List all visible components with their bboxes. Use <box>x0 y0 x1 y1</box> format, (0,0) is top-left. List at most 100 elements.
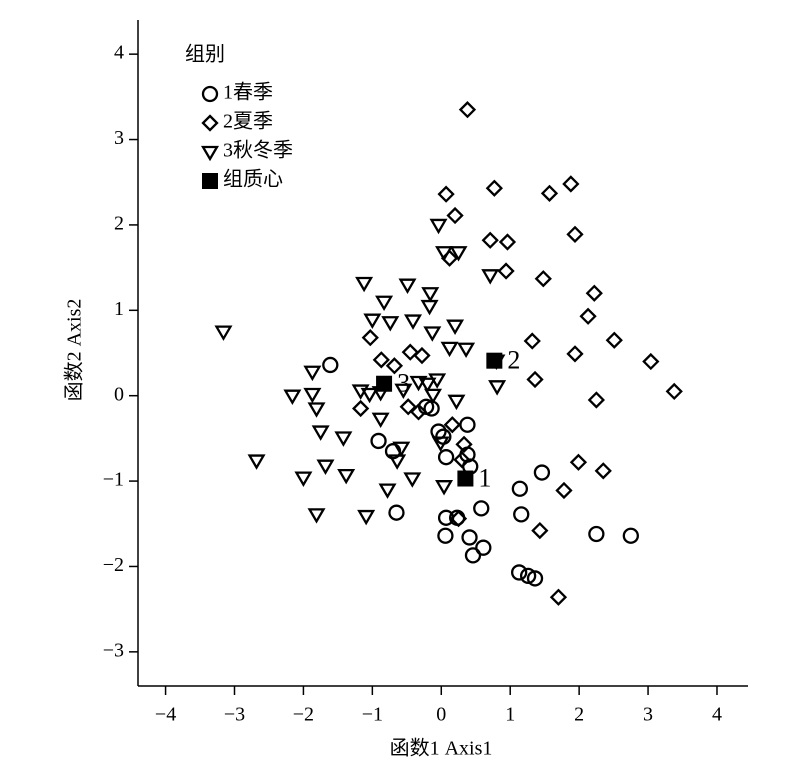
point <box>435 246 454 262</box>
x-axis-label: 函数1 Axis1 <box>390 737 493 760</box>
point <box>357 509 376 526</box>
centroid <box>457 470 474 487</box>
point <box>585 284 603 302</box>
point <box>449 246 468 262</box>
point <box>247 454 266 470</box>
point <box>388 504 405 521</box>
point <box>283 389 302 405</box>
x-tick-label: 0 <box>436 704 446 726</box>
y-tick-label: 2 <box>114 213 124 235</box>
point <box>334 431 353 447</box>
centroid <box>376 375 393 392</box>
point <box>513 506 530 523</box>
point <box>562 175 580 193</box>
point <box>370 432 387 450</box>
legend-label: 3秋冬季 <box>223 139 293 162</box>
point <box>473 500 490 517</box>
y-tick-label: 1 <box>114 298 124 320</box>
centroid-label: 2 <box>507 346 520 375</box>
point <box>464 547 482 564</box>
point <box>355 276 374 293</box>
point <box>605 331 623 349</box>
point <box>303 365 322 382</box>
x-tick-label: 1 <box>505 704 515 726</box>
point <box>526 370 544 389</box>
point <box>413 346 431 365</box>
point <box>475 539 492 556</box>
point <box>214 325 233 341</box>
legend-label: 1春季 <box>223 81 273 104</box>
point <box>443 416 461 434</box>
point <box>488 380 507 396</box>
point <box>526 570 544 587</box>
point <box>420 299 439 316</box>
point <box>429 218 448 235</box>
point <box>459 416 476 433</box>
point <box>587 391 605 409</box>
point <box>421 287 440 303</box>
point <box>431 436 450 452</box>
point <box>361 329 379 347</box>
point <box>511 480 529 497</box>
point <box>322 356 339 374</box>
point <box>523 332 541 350</box>
point <box>372 351 390 369</box>
point <box>531 521 549 540</box>
point <box>665 382 683 401</box>
y-tick-label: 3 <box>114 127 124 149</box>
point <box>418 377 437 394</box>
x-tick-label: −3 <box>224 704 245 726</box>
point <box>360 387 379 404</box>
point <box>549 588 568 606</box>
point <box>398 278 417 294</box>
point <box>294 471 313 487</box>
point <box>337 468 356 485</box>
x-tick-label: −2 <box>293 704 314 726</box>
point <box>555 481 573 500</box>
point <box>453 451 471 469</box>
x-tick-label: −4 <box>155 704 176 726</box>
x-tick-label: 2 <box>574 704 584 726</box>
point <box>458 101 477 119</box>
legend-marker <box>202 173 218 189</box>
point <box>569 453 588 471</box>
centroid <box>486 352 503 369</box>
point <box>447 394 466 411</box>
point <box>642 352 660 371</box>
point <box>437 449 455 466</box>
point <box>435 480 454 496</box>
point <box>409 403 428 421</box>
legend-marker <box>201 114 219 132</box>
point <box>378 483 397 499</box>
point <box>481 231 499 249</box>
point <box>375 295 394 312</box>
point <box>457 342 476 359</box>
point <box>449 510 468 528</box>
y-tick-label: 0 <box>114 383 124 405</box>
point <box>409 375 428 392</box>
y-tick-label: −3 <box>103 639 124 661</box>
point <box>461 529 478 546</box>
y-tick-label: 4 <box>114 42 124 64</box>
y-tick-label: −2 <box>103 554 124 576</box>
point <box>534 270 552 288</box>
point <box>316 459 335 475</box>
point <box>440 341 459 358</box>
point <box>566 225 584 243</box>
point <box>533 464 551 481</box>
point <box>437 527 454 544</box>
point <box>352 399 370 418</box>
x-tick-label: 4 <box>712 704 722 726</box>
point <box>455 435 473 453</box>
point <box>497 262 515 280</box>
point <box>403 472 422 488</box>
point <box>303 387 322 404</box>
point <box>392 441 411 458</box>
point <box>307 508 326 524</box>
point <box>511 564 528 581</box>
legend-marker <box>201 85 219 103</box>
point <box>363 313 382 329</box>
point <box>381 316 400 332</box>
